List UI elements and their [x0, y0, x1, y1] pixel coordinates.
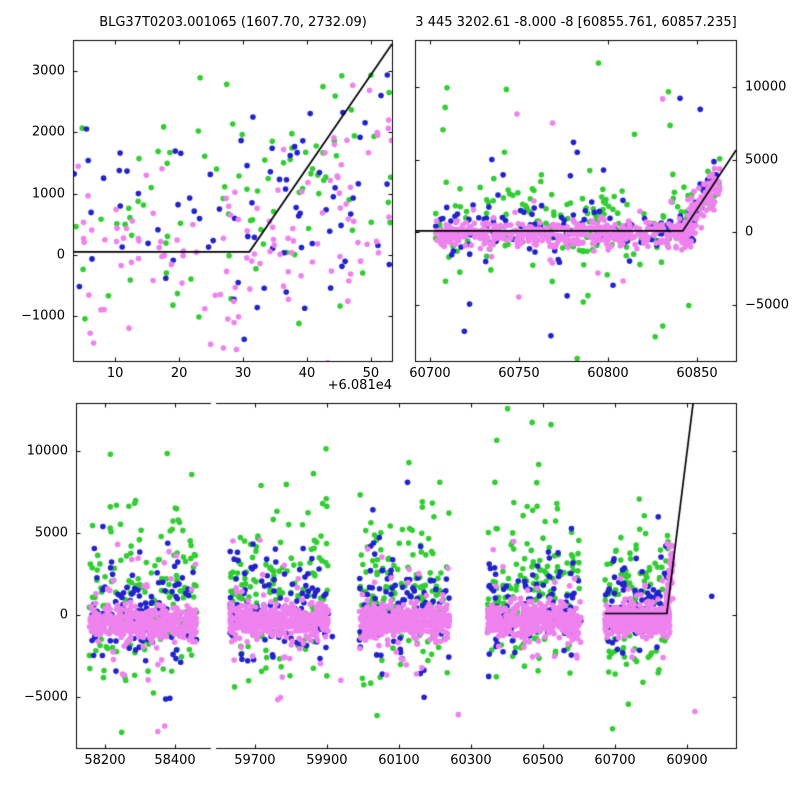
- plot-title-right: 3 445 3202.61 -8.000 -8 [60855.761, 6085…: [415, 15, 737, 30]
- x-tick-label: 60900: [666, 753, 708, 768]
- x-tick-label: 60700: [594, 753, 636, 768]
- y-tick-label: 1000: [31, 186, 65, 202]
- x-tick-label: 59700: [234, 753, 276, 768]
- y-tick-label: 0: [745, 224, 754, 240]
- x-tick-label: 60500: [522, 753, 564, 768]
- x-tick-label: 60100: [378, 753, 420, 768]
- x-tick-label: 60700: [409, 366, 451, 381]
- x-tick-label: 60800: [587, 366, 629, 381]
- x-tick-label: 40: [298, 366, 316, 381]
- y-tick-label: 0: [56, 247, 65, 263]
- y-tick-label: −1000: [21, 308, 65, 324]
- x-tick-label: 60850: [676, 366, 718, 381]
- x-tick-label: 58200: [84, 753, 126, 768]
- x-tick-label: 60300: [450, 753, 492, 768]
- y-tick-label: 3000: [31, 63, 65, 79]
- plot-title-left: BLG37T0203.001065 (1607.70, 2732.09): [99, 15, 367, 30]
- y-tick-label: 5000: [34, 525, 68, 541]
- y-tick-label: −5000: [24, 689, 68, 705]
- y-tick-label: 2000: [31, 124, 65, 140]
- y-tick-label: 5000: [745, 152, 779, 168]
- x-tick-label: 60750: [498, 366, 540, 381]
- x-tick-label: 58400: [154, 753, 196, 768]
- y-tick-label: 0: [59, 607, 68, 623]
- x-axis-offset-label: +6.081e4: [327, 378, 392, 393]
- y-tick-label: 10000: [745, 79, 787, 95]
- x-tick-label: 30: [234, 366, 252, 381]
- y-tick-label: −5000: [745, 297, 789, 313]
- x-tick-label: 50: [362, 366, 380, 381]
- y-tick-label: 10000: [26, 443, 68, 459]
- x-tick-label: 20: [170, 366, 188, 381]
- x-tick-label: 59900: [306, 753, 348, 768]
- x-tick-label: 10: [106, 366, 124, 381]
